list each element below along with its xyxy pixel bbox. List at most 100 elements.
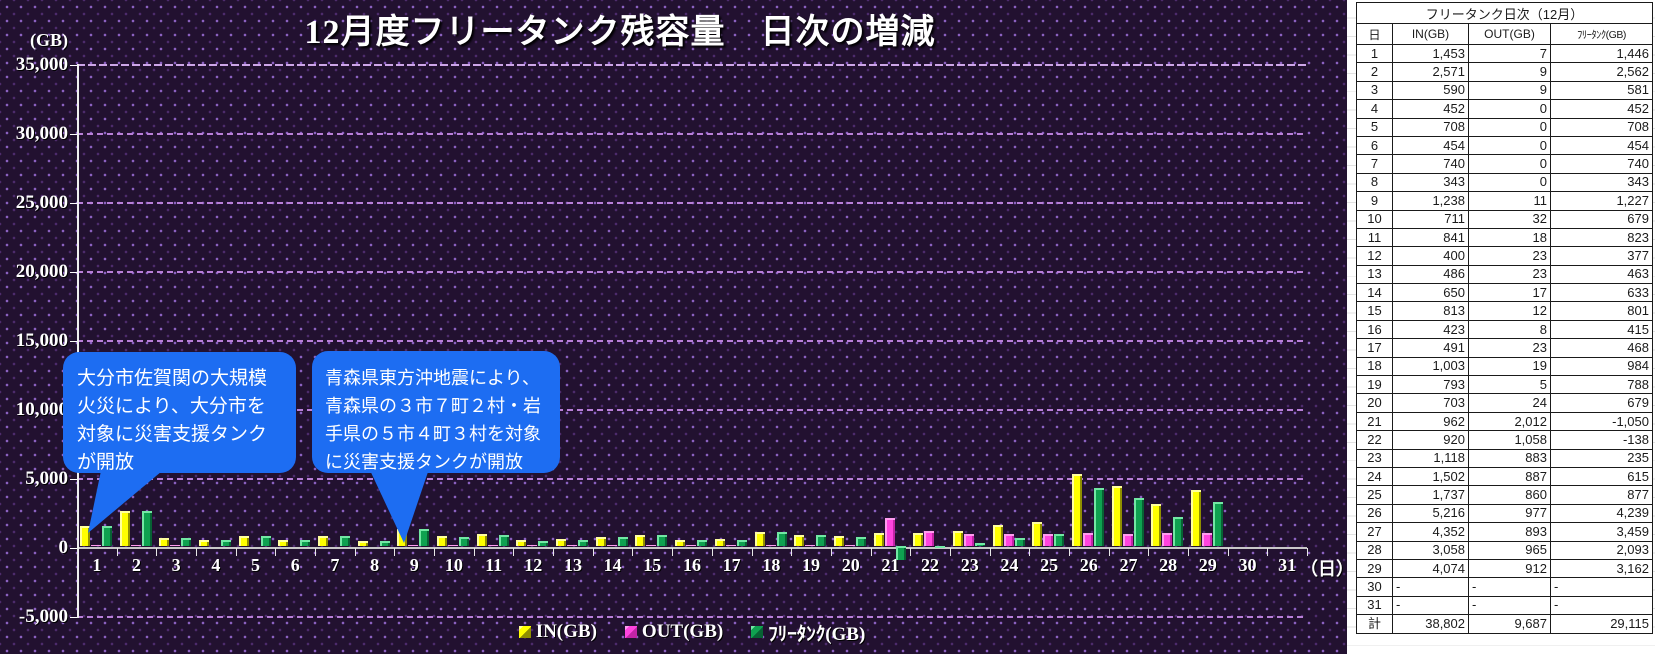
bar-ingb-day-28: [1151, 503, 1162, 546]
cell-day: 29: [1356, 558, 1393, 579]
x-tick-mark: [553, 548, 555, 556]
bar-outgb-day-15: [646, 544, 657, 546]
x-tick-mark: [949, 548, 951, 556]
cell-value: 23: [1468, 338, 1551, 358]
bar-outgb-day-17: [725, 544, 736, 546]
y-tick-label-0: 0: [58, 537, 69, 558]
cell-value: 12: [1468, 301, 1551, 321]
cell-value: 977: [1468, 503, 1551, 524]
table-row-day-2: 2 2,571 9 2,562: [1356, 62, 1653, 82]
cell-value: -: [1468, 595, 1551, 616]
bar-gb-day-1: [102, 526, 112, 546]
bar-ingb-day-27: [1111, 485, 1122, 546]
x-axis-unit-label: （日）: [1300, 559, 1354, 579]
gridline--5,000: [77, 616, 1307, 618]
x-label-21: 21: [881, 555, 900, 575]
cell-value: 4,239: [1550, 503, 1653, 524]
bar-ingb-day-12: [516, 540, 527, 546]
bar-ingb-day-10: [437, 536, 448, 546]
bar-outgb-day-13: [567, 544, 578, 546]
x-label-8: 8: [370, 555, 380, 575]
bar-outgb-day-9: [408, 544, 419, 546]
cell-value: 1,227: [1550, 191, 1653, 211]
bar-gb-day-2: [141, 510, 152, 546]
gridline-30,000: [77, 133, 1307, 135]
cell-value: 711: [1392, 209, 1469, 229]
bar-gb-day-3: [181, 537, 192, 546]
cell-value: 0: [1468, 154, 1551, 174]
cell-day: 7: [1356, 154, 1393, 174]
cell-value: 32: [1468, 209, 1551, 229]
cell-day: 1: [1356, 43, 1393, 64]
x-label-20: 20: [841, 555, 860, 575]
x-label-14: 14: [603, 555, 622, 575]
cell-value: 679: [1550, 393, 1653, 413]
x-label-11: 11: [485, 555, 503, 575]
table-header-row: 日 IN(GB) OUT(GB) ﾌﾘｰﾀﾝｸ(GB): [1356, 23, 1653, 45]
cell-value: 841: [1392, 227, 1469, 248]
y-tick-label-5,000: 5,000: [25, 468, 68, 489]
legend-label: ﾌﾘｰﾀﾝｸ(GB): [768, 623, 866, 645]
bar-gb-day-29: [1212, 502, 1223, 546]
cell-value: 452: [1392, 99, 1469, 119]
cell-day: 24: [1356, 466, 1393, 487]
bar-ingb-day-20: [833, 536, 844, 546]
cell-value: 893: [1468, 522, 1551, 542]
cell-value: 679: [1550, 209, 1653, 229]
cell-day: 12: [1356, 246, 1393, 266]
cell-day: 19: [1356, 375, 1393, 395]
cell-value: 454: [1392, 135, 1469, 156]
table-row-day-20: 20 703 24 679: [1356, 393, 1653, 413]
bar-outgb-day-23: [963, 533, 974, 546]
x-label-3: 3: [171, 555, 181, 575]
cell-day: 15: [1356, 301, 1393, 321]
cell-value: 2,093: [1550, 540, 1653, 560]
cell-day: 計: [1356, 614, 1393, 634]
cell-value: 8: [1468, 319, 1551, 340]
legend-item-ingb: IN(GB): [518, 621, 597, 643]
bar-outgb-day-3: [170, 544, 181, 546]
cell-value: 423: [1392, 319, 1469, 340]
x-tick-mark: [77, 548, 78, 556]
cell-value: 377: [1550, 246, 1653, 266]
bar-outgb-day-16: [686, 544, 697, 546]
cell-value: 463: [1550, 264, 1653, 285]
annotation-callout-oita-tail: [88, 466, 168, 533]
y-tick-label-25,000: 25,000: [15, 192, 68, 213]
bar-gb-day-5: [260, 536, 271, 546]
y-tick-mark: [70, 272, 77, 273]
x-label-10: 10: [444, 555, 463, 575]
x-label-7: 7: [330, 555, 340, 575]
x-tick-mark: [1227, 548, 1229, 556]
cell-day: 18: [1356, 356, 1393, 377]
chart-panel: 12月度フリータンク残容量 日次の増減 (GB) 35,000 30,000 25,…: [0, 0, 1354, 654]
x-tick-mark: [315, 548, 317, 556]
bar-outgb-day-27: [1122, 533, 1133, 546]
annotation-callout-aomori: 青森県東方沖地震により、 青森県の３市７町２村・岩 手県の５市４町３村を対象 に…: [312, 351, 560, 473]
cell-value: 491: [1392, 338, 1469, 358]
table-row-day-10: 10 711 32 679: [1356, 209, 1653, 229]
gridline-25,000: [77, 202, 1307, 204]
legend-swatch-icon: [518, 626, 531, 638]
x-tick-mark: [632, 548, 634, 556]
bar-gb-day-22: [935, 546, 946, 548]
cell-value: 793: [1392, 375, 1469, 395]
cell-day: 6: [1356, 135, 1393, 156]
x-tick-mark: [1068, 548, 1070, 556]
table-row-day-21: 21 962 2,012 -1,050: [1356, 411, 1653, 432]
cell-value: 235: [1550, 448, 1653, 468]
cell-value: 1,502: [1392, 466, 1469, 487]
cell-value: 9,687: [1468, 614, 1551, 634]
bar-gb-day-13: [578, 539, 589, 546]
legend-label: OUT(GB): [641, 621, 724, 642]
x-tick-mark: [235, 548, 237, 556]
table-row-day-3: 3 590 9 581: [1356, 80, 1653, 101]
cell-value: 740: [1550, 154, 1653, 174]
cell-value: 1,118: [1392, 448, 1469, 468]
bar-outgb-day-14: [606, 544, 617, 546]
x-tick-mark: [1307, 548, 1308, 556]
bar-gb-day-11: [498, 534, 509, 546]
x-label-30: 30: [1238, 555, 1257, 575]
cell-value: 23: [1468, 246, 1551, 266]
cell-value: 29,115: [1550, 614, 1653, 634]
